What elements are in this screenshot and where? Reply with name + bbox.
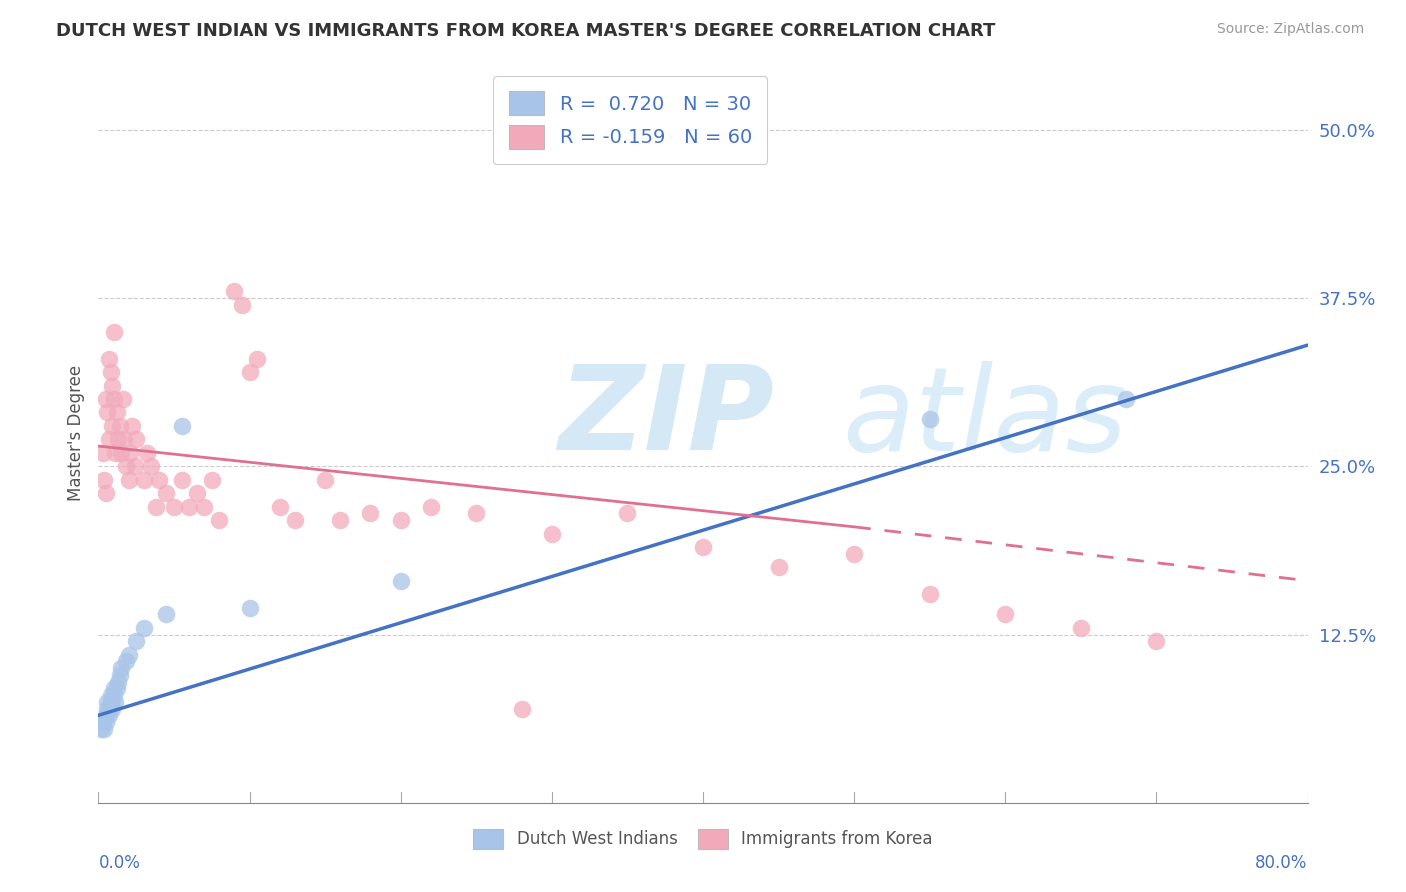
- Point: [231, 298, 253, 312]
- Point: [121, 418, 143, 433]
- Point: [224, 285, 246, 299]
- Point: [170, 473, 193, 487]
- Point: [170, 418, 193, 433]
- Point: [768, 560, 790, 574]
- Point: [118, 473, 141, 487]
- Point: [329, 513, 352, 527]
- Point: [208, 513, 231, 527]
- Point: [118, 648, 141, 662]
- Text: 80.0%: 80.0%: [1256, 854, 1308, 872]
- Point: [1115, 392, 1137, 406]
- Point: [163, 500, 186, 514]
- Point: [844, 547, 866, 561]
- Point: [90, 722, 112, 736]
- Point: [103, 392, 125, 406]
- Point: [239, 365, 262, 379]
- Point: [103, 688, 125, 702]
- Point: [101, 701, 124, 715]
- Point: [112, 433, 135, 447]
- Point: [145, 500, 167, 514]
- Point: [94, 392, 117, 406]
- Point: [94, 714, 117, 729]
- Point: [96, 695, 118, 709]
- Point: [132, 473, 155, 487]
- Point: [114, 459, 136, 474]
- Point: [103, 325, 125, 339]
- Point: [239, 600, 262, 615]
- Point: [98, 701, 121, 715]
- Point: [98, 433, 121, 447]
- Point: [105, 405, 128, 419]
- Point: [108, 418, 131, 433]
- Point: [111, 392, 134, 406]
- Point: [465, 507, 488, 521]
- Point: [101, 695, 124, 709]
- Point: [124, 459, 146, 474]
- Point: [141, 459, 163, 474]
- Point: [132, 621, 155, 635]
- Point: [420, 500, 443, 514]
- Point: [110, 661, 132, 675]
- Point: [104, 695, 127, 709]
- Point: [98, 351, 121, 366]
- Text: Source: ZipAtlas.com: Source: ZipAtlas.com: [1216, 22, 1364, 37]
- Point: [104, 446, 127, 460]
- Point: [918, 412, 941, 426]
- Point: [179, 500, 201, 514]
- Point: [108, 668, 131, 682]
- Point: [114, 655, 136, 669]
- Text: 0.0%: 0.0%: [98, 854, 141, 872]
- Point: [107, 674, 129, 689]
- Point: [994, 607, 1017, 622]
- Point: [125, 433, 148, 447]
- Point: [186, 486, 208, 500]
- Point: [284, 513, 307, 527]
- Point: [103, 681, 125, 696]
- Point: [510, 701, 533, 715]
- Point: [201, 473, 224, 487]
- Point: [246, 351, 269, 366]
- Point: [107, 433, 129, 447]
- Point: [110, 446, 132, 460]
- Point: [93, 722, 115, 736]
- Text: ZIP: ZIP: [558, 360, 773, 475]
- Point: [125, 634, 148, 648]
- Point: [389, 574, 412, 588]
- Point: [101, 418, 124, 433]
- Point: [918, 587, 941, 601]
- Point: [155, 607, 177, 622]
- Point: [120, 446, 142, 460]
- Point: [135, 446, 157, 460]
- Text: DUTCH WEST INDIAN VS IMMIGRANTS FROM KOREA MASTER'S DEGREE CORRELATION CHART: DUTCH WEST INDIAN VS IMMIGRANTS FROM KOR…: [56, 22, 995, 40]
- Point: [96, 701, 118, 715]
- Point: [360, 507, 382, 521]
- Point: [193, 500, 215, 514]
- Point: [148, 473, 170, 487]
- Point: [692, 540, 714, 554]
- Point: [389, 513, 412, 527]
- Text: atlas: atlas: [842, 360, 1128, 475]
- Point: [101, 378, 124, 392]
- Point: [269, 500, 291, 514]
- Y-axis label: Master's Degree: Master's Degree: [66, 365, 84, 500]
- Point: [155, 486, 177, 500]
- Point: [540, 526, 562, 541]
- Point: [93, 473, 115, 487]
- Point: [100, 688, 122, 702]
- Point: [100, 695, 122, 709]
- Point: [1144, 634, 1167, 648]
- Point: [94, 708, 117, 723]
- Point: [314, 473, 336, 487]
- Point: [98, 708, 121, 723]
- Point: [91, 714, 114, 729]
- Point: [94, 486, 117, 500]
- Point: [1070, 621, 1092, 635]
- Point: [91, 446, 114, 460]
- Point: [100, 365, 122, 379]
- Legend: Dutch West Indians, Immigrants from Korea: Dutch West Indians, Immigrants from Kore…: [465, 821, 941, 857]
- Point: [96, 405, 118, 419]
- Point: [616, 507, 638, 521]
- Point: [105, 681, 128, 696]
